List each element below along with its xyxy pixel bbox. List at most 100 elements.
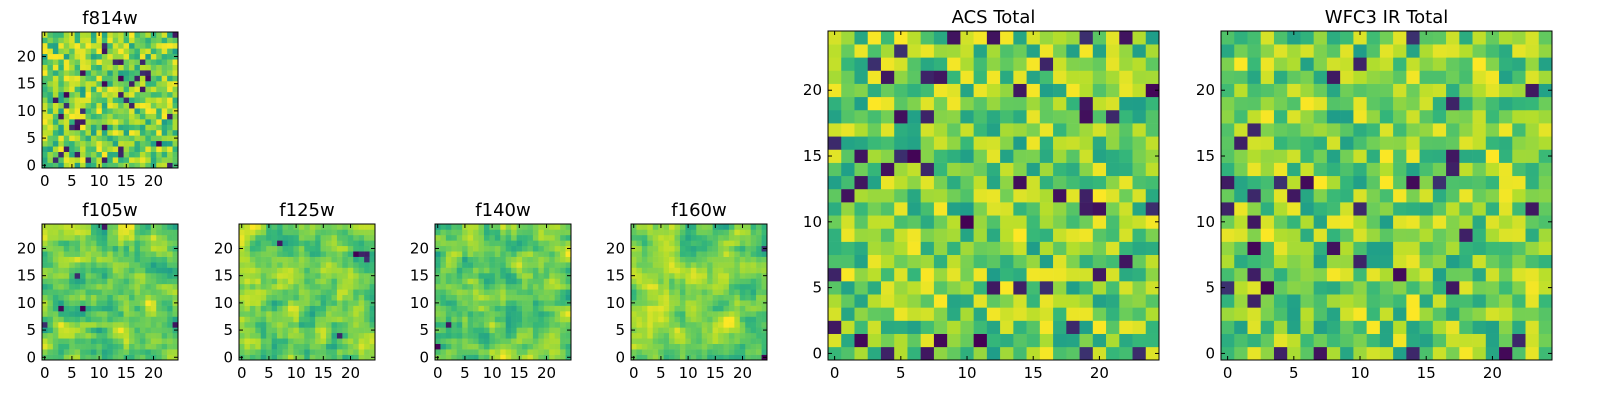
heatmap-cell	[1053, 162, 1067, 177]
heatmap-cell	[494, 278, 501, 285]
heatmap-cell	[123, 151, 130, 158]
heatmap-cell	[1419, 281, 1434, 295]
heatmap-cell	[445, 305, 452, 312]
heatmap-cell	[129, 289, 135, 296]
heatmap-cell	[156, 278, 162, 285]
heatmap-cell	[1287, 162, 1301, 177]
heatmap-cell	[663, 272, 670, 279]
heatmap-cell	[47, 343, 54, 350]
heatmap-cell	[74, 140, 81, 147]
heatmap-cell	[647, 283, 654, 290]
heatmap-cell	[973, 228, 988, 242]
heatmap-cell	[483, 234, 490, 241]
heatmap-cell	[134, 354, 141, 361]
heatmap-cell	[1106, 96, 1120, 111]
heatmap-cell	[101, 283, 108, 290]
heatmap-cell	[663, 354, 670, 361]
heatmap-cell	[150, 294, 157, 301]
heatmap-cell	[1538, 96, 1553, 111]
heatmap-cell	[527, 278, 534, 285]
heatmap-cell	[456, 272, 463, 279]
heatmap-cell	[690, 300, 697, 306]
heatmap-cell	[1132, 188, 1147, 203]
heatmap-cell	[63, 108, 70, 114]
x-tick-label: 15	[706, 364, 725, 382]
heatmap-cell	[315, 267, 321, 274]
heatmap-cell	[239, 321, 245, 328]
heatmap-cell	[538, 245, 545, 252]
heatmap-cell	[266, 278, 272, 285]
heatmap-cell	[342, 283, 349, 290]
heatmap-cell	[565, 240, 572, 247]
heatmap-cell	[973, 281, 988, 295]
heatmap-cell	[1379, 162, 1394, 177]
heatmap-cell	[489, 278, 496, 285]
heatmap-cell	[1079, 320, 1094, 334]
heatmap-cell	[1340, 31, 1354, 45]
heatmap-cell	[320, 305, 327, 312]
heatmap-cell	[761, 234, 768, 241]
x-tick-label: 0	[1223, 364, 1233, 382]
heatmap-cell	[674, 289, 681, 296]
heatmap-cell	[101, 234, 108, 241]
heatmap-cell	[96, 86, 103, 93]
heatmap-cell	[641, 224, 648, 230]
heatmap-cell	[244, 300, 251, 306]
heatmap-cell	[1145, 162, 1160, 177]
heatmap-cell	[435, 256, 441, 263]
heatmap-cell	[150, 343, 157, 350]
heatmap-cell	[489, 229, 496, 236]
heatmap-cell	[172, 278, 179, 285]
heatmap-cell	[74, 53, 81, 60]
heatmap-cell	[880, 44, 895, 58]
heatmap-cell	[1459, 254, 1473, 269]
heatmap-cell	[543, 240, 550, 247]
heatmap-cell	[101, 75, 108, 82]
heatmap-cell	[1326, 320, 1341, 334]
heatmap-cell	[1538, 241, 1553, 256]
heatmap-cell	[123, 124, 130, 131]
heatmap-cell	[828, 123, 842, 137]
heatmap-cell	[435, 316, 441, 323]
heatmap-cell	[90, 272, 97, 279]
heatmap-cell	[1066, 188, 1080, 203]
heatmap-cell	[156, 311, 162, 317]
heatmap-cell	[129, 64, 135, 71]
heatmap-cell	[554, 251, 561, 257]
heatmap-cell	[543, 343, 550, 350]
heatmap-cell	[112, 75, 119, 82]
heatmap-cell	[47, 70, 54, 76]
heatmap-cell	[315, 262, 321, 268]
heatmap-cell	[707, 311, 713, 317]
heatmap-cell	[47, 289, 54, 296]
heatmap-cell	[129, 267, 135, 274]
heatmap-cell	[134, 37, 141, 44]
heatmap-cell	[282, 245, 289, 252]
heatmap-cell	[685, 229, 692, 236]
heatmap-cell	[696, 343, 703, 350]
heatmap-cell	[255, 256, 262, 263]
heatmap-cell	[511, 343, 517, 350]
heatmap-cell	[96, 135, 103, 142]
heatmap-cell	[1106, 188, 1120, 203]
heatmap-cell	[690, 289, 697, 296]
heatmap-cell	[658, 300, 664, 306]
heatmap-cell	[145, 343, 152, 350]
heatmap-cell	[287, 234, 294, 241]
heatmap-cell	[293, 234, 300, 241]
heatmap-cell	[364, 332, 370, 339]
heatmap-cell	[947, 294, 961, 308]
heatmap-cell	[701, 354, 708, 361]
panel-title: f105w	[82, 200, 137, 221]
heatmap-cell	[69, 108, 75, 114]
heatmap-cell	[1459, 31, 1473, 45]
heatmap-cell	[123, 278, 130, 285]
heatmap-cell	[52, 316, 59, 323]
heatmap-cell	[734, 300, 741, 306]
heatmap-cell	[112, 294, 119, 301]
heatmap-cell	[1106, 123, 1120, 137]
heatmap-cell	[1106, 241, 1120, 256]
heatmap-cell	[1300, 44, 1314, 58]
heatmap-cell	[489, 338, 496, 344]
heatmap-cell	[907, 175, 921, 190]
